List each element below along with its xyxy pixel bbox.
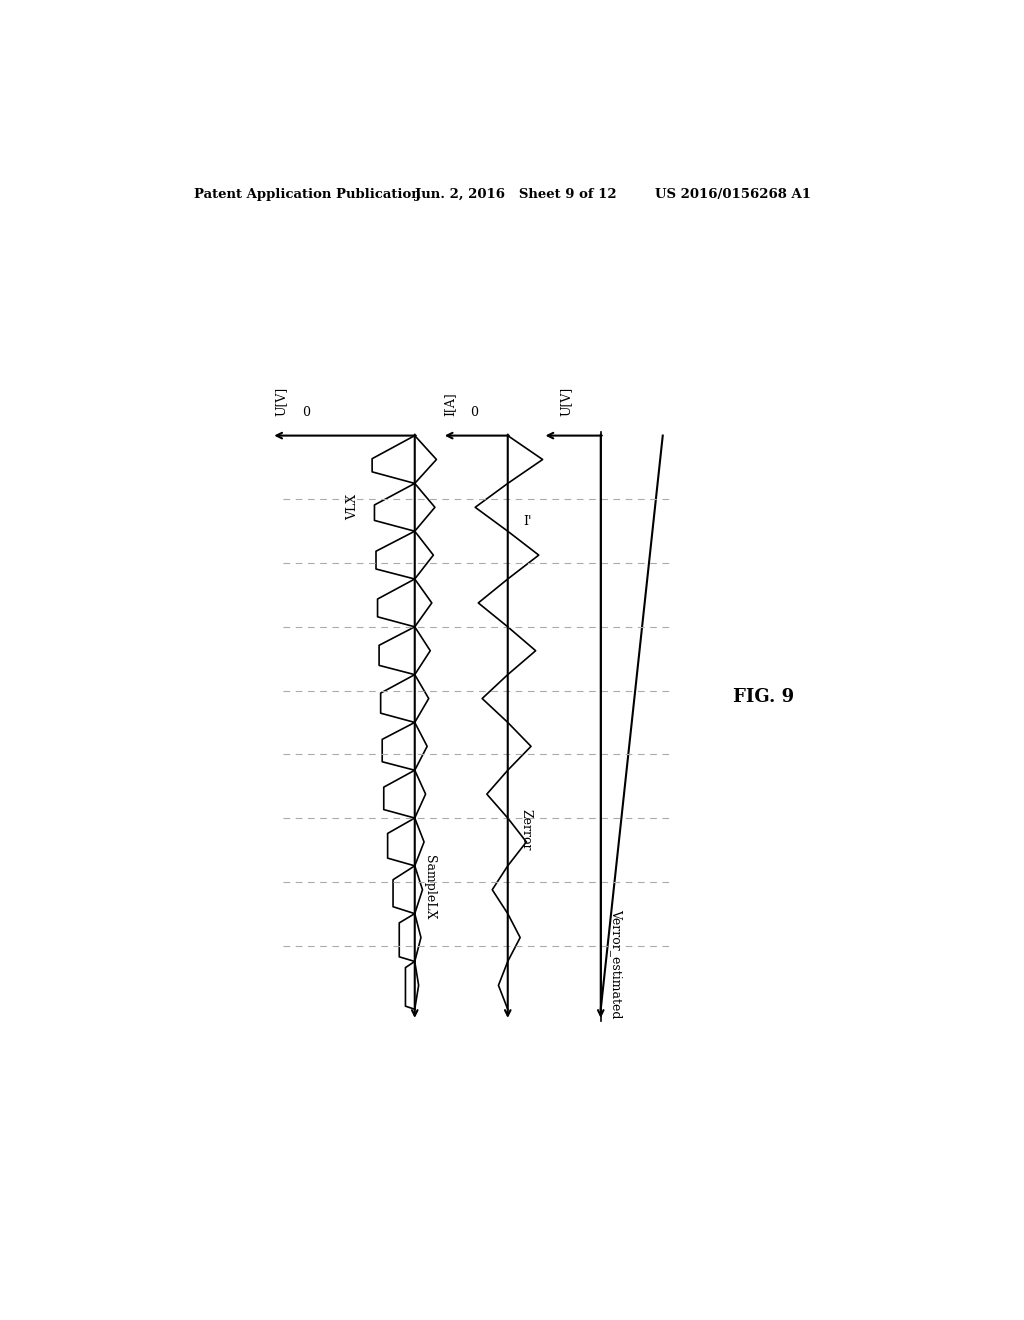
Text: Patent Application Publication: Patent Application Publication bbox=[194, 187, 421, 201]
Text: Verror_estimated: Verror_estimated bbox=[610, 909, 623, 1019]
Text: I': I' bbox=[523, 515, 531, 528]
Text: 0: 0 bbox=[302, 407, 310, 418]
Text: VLX: VLX bbox=[346, 494, 359, 520]
Text: SampleLX: SampleLX bbox=[423, 855, 435, 920]
Text: 0: 0 bbox=[470, 407, 478, 418]
Text: Jun. 2, 2016   Sheet 9 of 12: Jun. 2, 2016 Sheet 9 of 12 bbox=[415, 187, 616, 201]
Text: FIG. 9: FIG. 9 bbox=[733, 689, 794, 706]
Text: U[V]: U[V] bbox=[274, 387, 287, 416]
Text: U[V]: U[V] bbox=[559, 387, 572, 416]
Text: Zerror: Zerror bbox=[519, 809, 532, 850]
Text: US 2016/0156268 A1: US 2016/0156268 A1 bbox=[655, 187, 811, 201]
Text: I[A]: I[A] bbox=[443, 392, 456, 416]
